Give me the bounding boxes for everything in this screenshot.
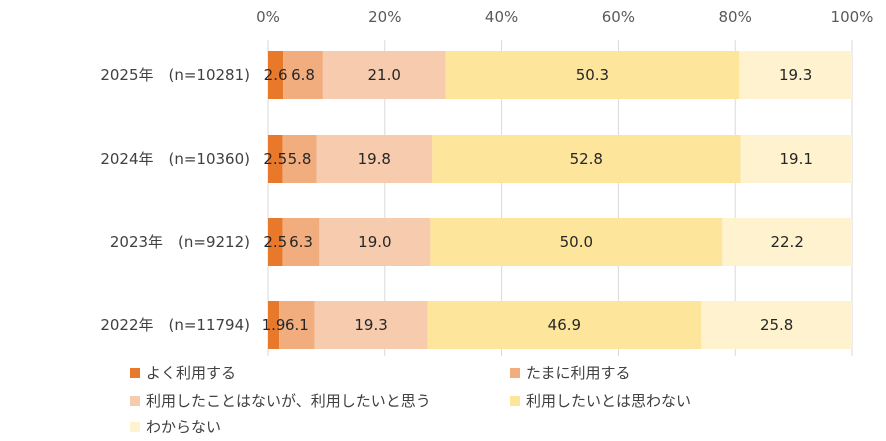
data-label: 5.8 bbox=[288, 150, 312, 168]
bar-segment bbox=[445, 51, 740, 99]
data-label: 6.3 bbox=[289, 233, 313, 251]
bar-segment bbox=[316, 135, 433, 183]
category-label: 2023年 (n=9212) bbox=[110, 233, 250, 251]
legend-label-do-not-want: 利用したいとは思わない bbox=[526, 392, 692, 410]
data-label: 1.9 bbox=[262, 316, 286, 334]
data-label: 50.0 bbox=[560, 233, 593, 251]
legend-swatch-want-to-use bbox=[130, 395, 140, 406]
bar-segment bbox=[319, 218, 431, 266]
category-label: 2025年 (n=10281) bbox=[100, 66, 250, 84]
bar-segment bbox=[279, 301, 315, 349]
legend-label-often: よく利用する bbox=[146, 364, 237, 382]
bar-segment bbox=[322, 51, 446, 99]
bar-segment bbox=[268, 301, 280, 349]
x-tick-label: 20% bbox=[368, 8, 401, 26]
data-label: 19.1 bbox=[780, 150, 813, 168]
legend-swatch-do-not-want bbox=[510, 395, 520, 406]
legend-item-often: よく利用する bbox=[130, 362, 236, 383]
bar-segment bbox=[268, 135, 283, 183]
data-label: 2.5 bbox=[263, 233, 287, 251]
data-label: 25.8 bbox=[760, 316, 793, 334]
bar-segment bbox=[282, 135, 317, 183]
bar-segment bbox=[268, 51, 284, 99]
data-label: 21.0 bbox=[368, 66, 401, 84]
legend-swatch-unknown bbox=[130, 421, 140, 432]
category-label: 2022年 (n=11794) bbox=[100, 316, 250, 334]
data-label: 50.3 bbox=[576, 66, 609, 84]
x-tick-label: 40% bbox=[485, 8, 518, 26]
bar-segment bbox=[722, 218, 852, 266]
data-label: 46.9 bbox=[548, 316, 581, 334]
category-label: 2024年 (n=10360) bbox=[100, 150, 250, 168]
bar-segment bbox=[430, 218, 723, 266]
legend-label-want-to-use: 利用したことはないが、利用したいと思う bbox=[146, 392, 431, 410]
legend-item-want-to-use: 利用したことはないが、利用したいと思う bbox=[130, 390, 431, 411]
legend-label-sometimes: たまに利用する bbox=[526, 364, 631, 382]
x-tick-label: 100% bbox=[831, 8, 874, 26]
data-label: 19.8 bbox=[358, 150, 391, 168]
legend-swatch-sometimes bbox=[510, 367, 520, 378]
bar-segment bbox=[283, 51, 323, 99]
data-label: 2.5 bbox=[263, 150, 287, 168]
bar-segment bbox=[701, 301, 852, 349]
legend-item-do-not-want: 利用したいとは思わない bbox=[510, 390, 691, 411]
data-label: 2.6 bbox=[264, 66, 288, 84]
legend-label-unknown: わからない bbox=[146, 418, 222, 436]
x-tick-label: 60% bbox=[602, 8, 635, 26]
bar-segment bbox=[739, 51, 852, 99]
data-label: 22.2 bbox=[770, 233, 803, 251]
bar-segment bbox=[268, 218, 283, 266]
legend-swatch-often bbox=[130, 367, 140, 378]
x-tick-label: 80% bbox=[719, 8, 752, 26]
data-label: 19.3 bbox=[354, 316, 387, 334]
bar-segment bbox=[432, 135, 741, 183]
data-label: 6.1 bbox=[285, 316, 309, 334]
legend: よく利用する たまに利用する 利用したことはないが、利用したいと思う 利用したい… bbox=[130, 362, 830, 440]
legend-item-sometimes: たまに利用する bbox=[510, 362, 631, 383]
x-tick-label: 0% bbox=[256, 8, 280, 26]
bar-segment bbox=[740, 135, 852, 183]
legend-item-unknown: わからない bbox=[130, 416, 221, 437]
data-label: 6.8 bbox=[291, 66, 315, 84]
bar-segment bbox=[282, 218, 320, 266]
bar-segment bbox=[427, 301, 702, 349]
data-label: 52.8 bbox=[570, 150, 603, 168]
bar-segment bbox=[314, 301, 428, 349]
data-label: 19.3 bbox=[779, 66, 812, 84]
data-label: 19.0 bbox=[358, 233, 391, 251]
